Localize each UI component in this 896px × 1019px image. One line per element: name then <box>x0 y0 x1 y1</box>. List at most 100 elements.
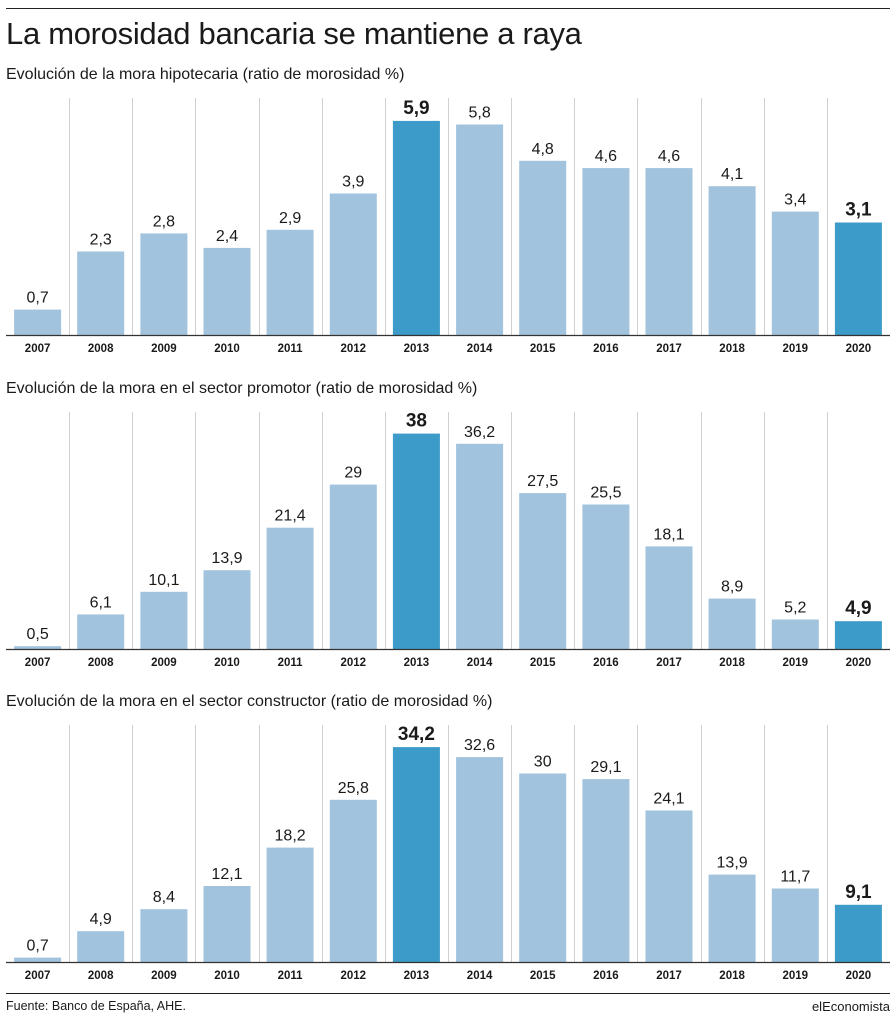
value-label-promotor-2018: 8,9 <box>721 579 743 596</box>
bar-promotor-2010 <box>203 570 251 649</box>
value-label-promotor-2011: 21,4 <box>275 508 306 525</box>
chart-title-hipotecaria: Evolución de la mora hipotecaria (ratio … <box>6 66 405 83</box>
bar-promotor-2011 <box>266 527 314 649</box>
value-label-hipotecaria-2012: 3,9 <box>342 174 364 191</box>
tick-label-constructor-2012: 2012 <box>341 970 367 982</box>
bar-constructor-2020 <box>834 904 882 962</box>
value-label-promotor-2013: 38 <box>406 411 427 432</box>
bar-hipotecaria-2007 <box>14 309 62 335</box>
bar-promotor-2014 <box>456 443 504 649</box>
bar-constructor-2019 <box>771 888 819 962</box>
bar-constructor-2010 <box>203 886 251 962</box>
bar-hipotecaria-2012 <box>329 193 377 335</box>
value-label-hipotecaria-2018: 4,1 <box>721 166 743 183</box>
tick-label-promotor-2008: 2008 <box>88 657 114 669</box>
chart-title-promotor: Evolución de la mora en el sector promot… <box>6 380 478 397</box>
tick-label-hipotecaria-2007: 2007 <box>25 343 51 355</box>
value-label-constructor-2018: 13,9 <box>717 855 748 872</box>
bar-promotor-2017 <box>645 546 693 649</box>
bar-constructor-2011 <box>266 847 314 962</box>
value-label-constructor-2007: 0,7 <box>26 938 48 955</box>
bar-promotor-2012 <box>329 484 377 649</box>
value-label-hipotecaria-2016: 4,6 <box>595 148 617 165</box>
top-rule <box>6 8 890 9</box>
tick-label-promotor-2010: 2010 <box>214 657 240 669</box>
value-label-hipotecaria-2013: 5,9 <box>403 98 429 119</box>
bar-constructor-2014 <box>456 757 504 962</box>
value-label-promotor-2007: 0,5 <box>26 626 48 643</box>
value-label-promotor-2010: 13,9 <box>211 550 242 567</box>
bar-promotor-2008 <box>77 614 125 649</box>
tick-label-hipotecaria-2009: 2009 <box>151 343 177 355</box>
value-label-promotor-2008: 6,1 <box>90 594 112 611</box>
tick-label-hipotecaria-2016: 2016 <box>593 343 619 355</box>
bar-constructor-2017 <box>645 810 693 962</box>
bar-promotor-2015 <box>519 493 567 649</box>
value-label-hipotecaria-2020: 3,1 <box>845 200 872 221</box>
tick-label-promotor-2012: 2012 <box>341 657 367 669</box>
bar-constructor-2009 <box>140 909 188 962</box>
source-note: Fuente: Banco de España, AHE. <box>6 999 186 1013</box>
bar-hipotecaria-2009 <box>140 233 188 335</box>
value-label-hipotecaria-2019: 3,4 <box>784 192 806 209</box>
tick-label-promotor-2009: 2009 <box>151 657 177 669</box>
tick-label-constructor-2008: 2008 <box>88 970 114 982</box>
tick-label-constructor-2018: 2018 <box>719 970 745 982</box>
value-label-constructor-2008: 4,9 <box>90 911 112 928</box>
tick-label-promotor-2014: 2014 <box>467 657 493 669</box>
chart-constructor: 0,7 2007 4,9 2008 8,4 2009 12,1 2010 18,2 2011 25,… <box>6 724 890 982</box>
value-label-promotor-2009: 10,1 <box>148 572 179 589</box>
chart-promotor: 0,5 2007 6,1 2008 10,1 2009 13,9 2010 21,4 2011 29… <box>6 411 890 669</box>
bar-hipotecaria-2013 <box>392 120 440 336</box>
tick-label-constructor-2013: 2013 <box>404 970 430 982</box>
bar-promotor-2009 <box>140 591 188 649</box>
tick-label-promotor-2013: 2013 <box>404 657 430 669</box>
bar-promotor-2016 <box>582 504 630 649</box>
tick-label-constructor-2020: 2020 <box>846 970 872 982</box>
bar-promotor-2020 <box>834 621 882 649</box>
value-label-constructor-2014: 32,6 <box>464 737 495 754</box>
tick-label-hipotecaria-2008: 2008 <box>88 343 114 355</box>
bar-constructor-2012 <box>329 799 377 962</box>
brand-logo-text: elEconomista <box>811 999 890 1014</box>
bar-constructor-2007 <box>14 957 62 962</box>
tick-label-promotor-2017: 2017 <box>656 657 682 669</box>
value-label-hipotecaria-2010: 2,4 <box>216 228 238 245</box>
value-label-hipotecaria-2017: 4,6 <box>658 148 680 165</box>
tick-label-hipotecaria-2019: 2019 <box>783 343 809 355</box>
value-label-hipotecaria-2009: 2,8 <box>153 213 175 230</box>
tick-label-promotor-2015: 2015 <box>530 657 556 669</box>
bar-constructor-2013 <box>392 747 440 962</box>
value-label-constructor-2015: 30 <box>534 754 552 771</box>
bar-constructor-2016 <box>582 779 630 962</box>
value-label-constructor-2013: 34,2 <box>398 724 435 745</box>
tick-label-promotor-2018: 2018 <box>719 657 745 669</box>
bar-hipotecaria-2008 <box>77 251 125 335</box>
tick-label-hipotecaria-2013: 2013 <box>404 343 430 355</box>
bar-hipotecaria-2014 <box>456 124 504 335</box>
main-title: La morosidad bancaria se mantiene a raya <box>6 16 582 51</box>
tick-label-constructor-2009: 2009 <box>151 970 177 982</box>
tick-label-promotor-2019: 2019 <box>783 657 809 669</box>
bar-hipotecaria-2018 <box>708 186 756 335</box>
bar-constructor-2018 <box>708 874 756 962</box>
tick-label-hipotecaria-2010: 2010 <box>214 343 240 355</box>
tick-label-constructor-2014: 2014 <box>467 970 493 982</box>
bar-promotor-2018 <box>708 598 756 649</box>
bar-hipotecaria-2011 <box>266 229 314 335</box>
tick-label-hipotecaria-2011: 2011 <box>278 343 304 355</box>
chart-hipotecaria: 0,7 2007 2,3 2008 2,8 2009 2,4 2010 2,9 2011 3,9 20… <box>6 98 890 355</box>
bar-constructor-2015 <box>519 773 567 962</box>
bar-promotor-2007 <box>14 646 62 649</box>
value-label-promotor-2015: 27,5 <box>527 473 558 490</box>
tick-label-constructor-2017: 2017 <box>656 970 682 982</box>
bar-promotor-2013 <box>392 433 440 649</box>
bar-promotor-2019 <box>771 619 819 649</box>
value-label-hipotecaria-2011: 2,9 <box>279 210 301 227</box>
tick-label-promotor-2007: 2007 <box>25 657 51 669</box>
bar-constructor-2008 <box>77 931 125 962</box>
bar-hipotecaria-2010 <box>203 247 251 335</box>
tick-label-hipotecaria-2015: 2015 <box>530 343 556 355</box>
chart-title-constructor: Evolución de la mora en el sector constr… <box>6 693 493 710</box>
bar-hipotecaria-2019 <box>771 211 819 335</box>
